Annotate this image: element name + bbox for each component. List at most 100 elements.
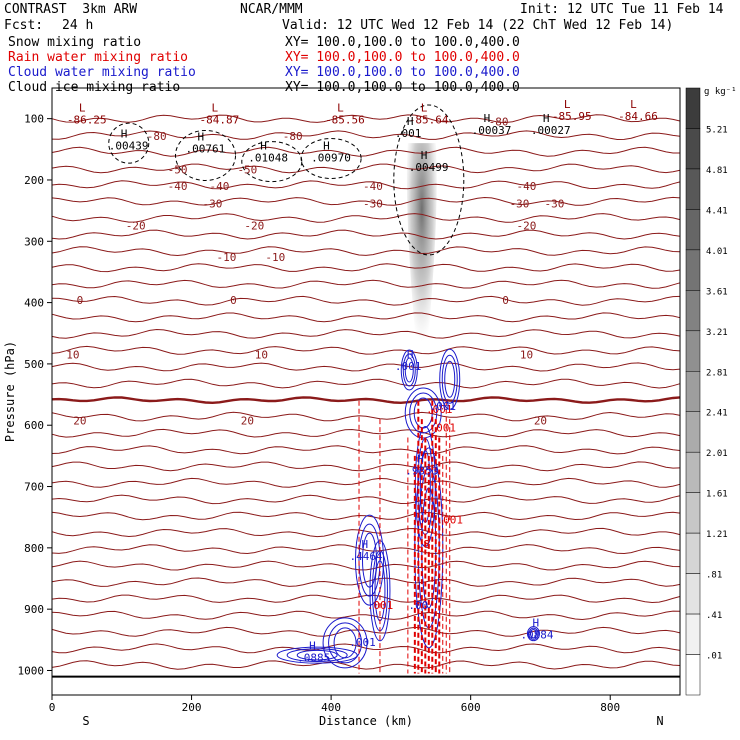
colorbar-label: 4.01 bbox=[706, 247, 728, 257]
extremum-marker: L bbox=[630, 98, 637, 111]
colorbar-segment bbox=[685, 209, 701, 251]
rain-label: .001 bbox=[367, 599, 394, 612]
isotherm-label: -80 bbox=[489, 116, 509, 129]
extremum-value: .00439 bbox=[109, 139, 149, 152]
org-label: NCAR/MMM bbox=[240, 2, 303, 17]
isotherm-line bbox=[51, 163, 681, 174]
fcst-label: Fcst: bbox=[4, 18, 44, 33]
extremum-marker: L bbox=[79, 102, 86, 115]
x-axis-label: Distance (km) bbox=[319, 714, 413, 728]
isotherm-line bbox=[51, 114, 681, 124]
isotherm-line bbox=[51, 180, 681, 190]
colorbar-segment bbox=[685, 87, 701, 129]
field-snow-xy: XY= 100.0,100.0 to 100.0,400.0 bbox=[285, 35, 520, 50]
fcst-value: 24 h bbox=[62, 18, 94, 33]
isotherm-line bbox=[51, 544, 681, 555]
cloud-water-contour bbox=[358, 523, 381, 597]
cloud-water-contour bbox=[286, 648, 348, 663]
colorbar-segment bbox=[685, 451, 701, 493]
field-cloudwater-name: Cloud water mixing ratio bbox=[8, 65, 196, 80]
snow-contour bbox=[300, 138, 362, 180]
cloud-water-contour bbox=[404, 387, 442, 439]
extremum-value: .00037 bbox=[472, 124, 512, 137]
isotherm-label: -30 bbox=[363, 197, 383, 210]
isotherm-label: 10 bbox=[255, 349, 268, 362]
colorbar-label: 3.61 bbox=[706, 287, 728, 297]
extremum-marker: H bbox=[543, 112, 550, 125]
extremum-marker: L bbox=[564, 98, 571, 111]
colorbar-segment bbox=[685, 290, 701, 332]
extremum-marker: H bbox=[323, 140, 330, 153]
extremum-value: .00761 bbox=[186, 142, 226, 155]
extremum-marker: H bbox=[532, 617, 539, 630]
y-tick-label: 700 bbox=[24, 481, 44, 494]
isotherm-line bbox=[51, 461, 681, 472]
isotherm-line bbox=[51, 229, 681, 240]
colorbar-label: 1.61 bbox=[706, 490, 728, 500]
isotherm-label: -30 bbox=[203, 197, 223, 210]
extremum-value: .00027 bbox=[531, 124, 571, 137]
isotherm-line bbox=[51, 328, 681, 339]
colorbar-segment bbox=[685, 654, 701, 696]
snow-contour bbox=[108, 122, 150, 164]
extremum-value: -84.87 bbox=[199, 114, 239, 127]
isotherm-line bbox=[51, 130, 681, 141]
model-title: CONTRAST 3km ARW bbox=[4, 2, 138, 17]
colorbar-label: 1.21 bbox=[706, 530, 728, 540]
x-tick-label: 600 bbox=[461, 701, 481, 714]
y-tick-label: 900 bbox=[24, 603, 44, 616]
isotherm-line bbox=[51, 411, 681, 422]
colorbar-label: .01 bbox=[706, 652, 722, 662]
cloud-water-contour bbox=[528, 627, 539, 640]
field-rain-xy: XY= 100.0,100.0 to 100.0,400.0 bbox=[285, 50, 520, 65]
extremum-marker: H bbox=[484, 112, 491, 125]
cloud-water-contour bbox=[296, 649, 338, 661]
cloud-water-contour bbox=[526, 626, 540, 642]
isotherm-line bbox=[51, 345, 681, 355]
isotherm-line bbox=[51, 477, 681, 488]
extremum-value: .00499 bbox=[409, 161, 449, 174]
isotherm-label: -30 bbox=[544, 197, 564, 210]
isotherm-label: 0 bbox=[502, 294, 509, 307]
cloud-water-contour bbox=[328, 622, 363, 664]
colorbar-label: 3.21 bbox=[706, 328, 728, 338]
valid-time: Valid: 12 UTC Wed 12 Feb 14 (22 ChT Wed … bbox=[282, 18, 674, 33]
colorbar-label: 2.01 bbox=[706, 449, 728, 459]
y-tick-label: 800 bbox=[24, 542, 44, 555]
cloud-water-contour bbox=[439, 348, 461, 410]
isotherm-line bbox=[51, 279, 681, 289]
extremum-marker: H bbox=[260, 140, 267, 153]
isotherm-label: 0 bbox=[230, 294, 237, 307]
isotherm-label: -10 bbox=[265, 251, 285, 264]
cloud-water-contour bbox=[444, 360, 456, 398]
colorbar-segment bbox=[685, 168, 701, 210]
colorbar-units: g kg⁻¹ bbox=[704, 87, 737, 97]
colorbar-label: .41 bbox=[706, 611, 722, 621]
isotherm-line bbox=[51, 428, 681, 438]
extremum-value: .00970 bbox=[311, 152, 351, 165]
cloud-water-contour bbox=[529, 628, 537, 639]
y-axis-label: Pressure (hPa) bbox=[3, 341, 17, 442]
extremum-marker: H bbox=[421, 149, 428, 162]
isotherm-label: -40 bbox=[210, 180, 230, 193]
isotherm-line bbox=[51, 362, 681, 372]
extremum-marker: H bbox=[309, 639, 316, 652]
isotherm-label: 20 bbox=[73, 414, 86, 427]
isotherm-label: -20 bbox=[126, 219, 146, 232]
x-tick-label: 800 bbox=[600, 701, 620, 714]
colorbar-label: 4.81 bbox=[706, 166, 728, 176]
field-cloudwater-xy: XY= 100.0,100.0 to 100.0,400.0 bbox=[285, 65, 520, 80]
isotherm-label: 20 bbox=[241, 414, 254, 427]
isotherm-label: -40 bbox=[168, 180, 188, 193]
extremum-value: .001 bbox=[395, 360, 422, 373]
isotherm-line bbox=[51, 577, 681, 587]
isotherm-line bbox=[51, 660, 681, 670]
colorbar-segment bbox=[685, 411, 701, 453]
isotherm-label: -50 bbox=[237, 164, 257, 177]
cloud-water-contour bbox=[400, 349, 418, 391]
isotherm-line bbox=[51, 378, 681, 389]
isotherm-line bbox=[51, 213, 681, 223]
isotherm-label: 10 bbox=[66, 349, 79, 362]
extremum-marker: H bbox=[361, 538, 368, 551]
extremum-marker: H bbox=[121, 127, 128, 140]
